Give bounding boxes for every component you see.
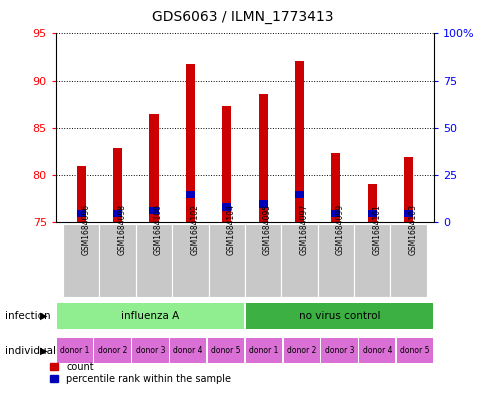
Text: GDS6063 / ILMN_1773413: GDS6063 / ILMN_1773413 — [151, 10, 333, 24]
Text: donor 4: donor 4 — [173, 346, 202, 355]
Text: donor 3: donor 3 — [136, 346, 165, 355]
Bar — [170, 338, 206, 363]
Bar — [294, 191, 303, 198]
Text: donor 5: donor 5 — [211, 346, 240, 355]
Text: GSM1684098: GSM1684098 — [117, 204, 126, 255]
Text: GSM1684096: GSM1684096 — [81, 204, 90, 255]
Bar — [331, 210, 340, 217]
Text: infection: infection — [5, 311, 50, 321]
Bar — [76, 166, 86, 222]
Text: GSM1684104: GSM1684104 — [227, 204, 235, 255]
Bar — [136, 224, 172, 297]
Text: GSM1684095: GSM1684095 — [262, 204, 272, 255]
Bar — [99, 224, 136, 297]
Bar — [149, 207, 158, 215]
Bar — [317, 224, 353, 297]
Text: donor 1: donor 1 — [249, 346, 278, 355]
Bar — [359, 338, 394, 363]
Bar — [390, 224, 426, 297]
Bar — [331, 153, 340, 222]
Bar — [281, 224, 317, 297]
Bar — [294, 61, 303, 222]
Bar — [208, 338, 243, 363]
Text: donor 2: donor 2 — [98, 346, 127, 355]
Bar — [353, 224, 390, 297]
Bar — [132, 338, 168, 363]
Bar — [172, 224, 208, 297]
Bar — [403, 157, 412, 222]
Bar — [149, 114, 158, 222]
Text: individual: individual — [5, 345, 56, 356]
Bar — [244, 224, 281, 297]
Bar — [76, 210, 86, 217]
Text: GSM1684102: GSM1684102 — [190, 204, 199, 255]
Text: influenza A: influenza A — [121, 311, 179, 321]
Bar — [245, 303, 432, 329]
Bar — [403, 210, 412, 217]
Bar — [367, 210, 376, 217]
Bar — [258, 200, 267, 208]
Text: donor 3: donor 3 — [324, 346, 353, 355]
Text: GSM1684100: GSM1684100 — [154, 204, 163, 255]
Bar — [283, 338, 319, 363]
Legend: count, percentile rank within the sample: count, percentile rank within the sample — [48, 360, 232, 386]
Bar — [113, 149, 122, 222]
Bar — [185, 191, 195, 198]
Bar — [367, 184, 376, 222]
Text: GSM1684101: GSM1684101 — [372, 204, 380, 255]
Bar — [396, 338, 432, 363]
Bar — [222, 203, 231, 211]
Bar — [321, 338, 357, 363]
Bar — [113, 210, 122, 217]
Text: donor 4: donor 4 — [362, 346, 391, 355]
Bar — [245, 338, 281, 363]
Text: GSM1684099: GSM1684099 — [335, 204, 344, 255]
Bar — [94, 338, 130, 363]
Bar — [208, 224, 244, 297]
Bar — [258, 94, 267, 222]
Text: donor 1: donor 1 — [60, 346, 89, 355]
Text: no virus control: no virus control — [298, 311, 379, 321]
Bar — [57, 303, 243, 329]
Text: ▶: ▶ — [40, 345, 47, 356]
Bar — [57, 338, 92, 363]
Text: donor 5: donor 5 — [400, 346, 429, 355]
Text: GSM1684103: GSM1684103 — [408, 204, 417, 255]
Bar — [185, 64, 195, 222]
Text: ▶: ▶ — [40, 311, 47, 321]
Text: donor 2: donor 2 — [287, 346, 316, 355]
Bar — [222, 106, 231, 222]
Text: GSM1684097: GSM1684097 — [299, 204, 308, 255]
Bar — [63, 224, 99, 297]
